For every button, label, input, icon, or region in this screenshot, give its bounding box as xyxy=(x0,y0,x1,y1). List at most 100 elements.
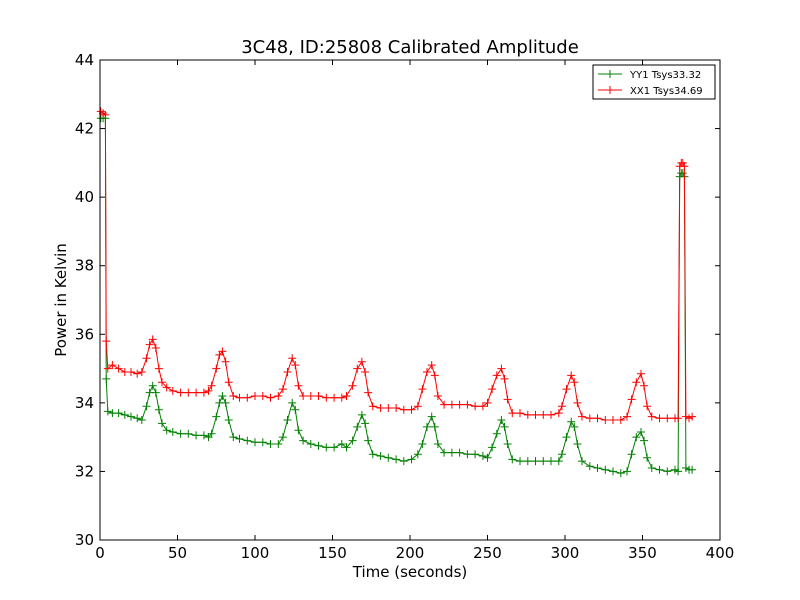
legend-marker xyxy=(606,70,614,78)
data-point xyxy=(567,371,576,380)
data-point xyxy=(407,455,416,464)
data-point xyxy=(492,429,501,438)
data-point xyxy=(108,361,117,370)
data-point xyxy=(291,405,300,414)
data-point xyxy=(353,422,362,431)
x-tick-label: 150 xyxy=(318,544,347,562)
data-point xyxy=(218,392,227,400)
data-point xyxy=(368,450,377,459)
data-point xyxy=(120,410,129,419)
y-tick-label: 32 xyxy=(75,462,94,480)
data-point xyxy=(601,416,610,424)
data-point xyxy=(288,354,297,363)
data-point xyxy=(148,335,157,344)
data-point xyxy=(570,378,579,387)
data-point xyxy=(562,433,571,442)
data-point xyxy=(547,457,555,466)
data-point xyxy=(235,393,244,402)
data-point xyxy=(96,107,105,116)
data-point xyxy=(623,412,631,421)
data-point xyxy=(353,364,362,373)
data-point xyxy=(557,402,566,411)
legend-label: YY1 Tsys33.32 xyxy=(629,70,701,81)
data-point xyxy=(447,448,456,457)
data-point xyxy=(647,464,656,472)
data-point xyxy=(640,436,648,445)
data-point xyxy=(570,422,579,431)
data-point xyxy=(643,453,652,462)
data-point xyxy=(632,433,641,442)
data-point xyxy=(678,158,687,167)
data-point xyxy=(258,438,267,447)
data-point xyxy=(357,410,366,419)
data-point xyxy=(192,388,201,397)
data-point xyxy=(623,467,631,476)
data-point xyxy=(337,440,346,448)
data-point xyxy=(294,381,303,390)
data-point xyxy=(154,405,163,414)
data-point xyxy=(133,414,142,423)
data-point xyxy=(207,429,216,438)
data-point xyxy=(204,386,213,395)
series-2 xyxy=(96,107,697,424)
data-point xyxy=(162,383,171,392)
data-point xyxy=(503,440,512,448)
y-tick-label: 38 xyxy=(75,257,94,275)
data-point xyxy=(655,414,664,423)
chart-title: 3C48, ID:25808 Calibrated Amplitude xyxy=(241,37,579,58)
data-point xyxy=(567,417,576,426)
data-point xyxy=(199,431,208,440)
legend: YY1 Tsys33.32 XX1 Tsys34.69 xyxy=(592,64,716,100)
data-point xyxy=(423,368,431,376)
data-point xyxy=(523,457,532,466)
y-axis-label: Power in Kelvin xyxy=(52,243,70,357)
data-point xyxy=(478,452,487,460)
data-point xyxy=(399,405,408,414)
x-axis: 0 50 100 150 200 250 300 350 400 xyxy=(95,60,734,562)
data-point xyxy=(554,409,563,418)
data-point xyxy=(278,433,287,442)
data-point xyxy=(158,419,166,428)
data-point xyxy=(497,416,506,424)
data-point xyxy=(508,409,517,418)
data-point xyxy=(114,364,123,373)
data-point xyxy=(674,414,683,423)
data-point xyxy=(471,402,480,411)
x-tick-label: 100 xyxy=(241,544,270,562)
data-point xyxy=(516,457,524,466)
data-point xyxy=(455,448,464,457)
data-point xyxy=(342,392,351,400)
data-point xyxy=(283,368,292,376)
data-point xyxy=(184,429,193,438)
data-point xyxy=(142,354,151,363)
data-point xyxy=(306,440,315,448)
data-point xyxy=(384,404,393,412)
data-point xyxy=(578,457,586,466)
data-point xyxy=(294,426,303,435)
data-point xyxy=(539,457,548,466)
data-point xyxy=(627,395,636,404)
data-point xyxy=(585,414,594,423)
data-point xyxy=(291,361,300,370)
data-point xyxy=(616,416,625,424)
x-tick-label: 250 xyxy=(473,544,502,562)
data-point xyxy=(218,347,227,356)
y-tick-label: 42 xyxy=(75,120,94,138)
data-point xyxy=(224,416,233,424)
data-point xyxy=(162,426,171,435)
data-point xyxy=(632,378,641,387)
data-point xyxy=(103,364,112,373)
data-point xyxy=(274,392,283,400)
data-point xyxy=(418,440,427,448)
data-point xyxy=(145,340,154,349)
data-point xyxy=(212,364,221,373)
data-point xyxy=(593,464,602,472)
data-point xyxy=(627,450,636,459)
data-point xyxy=(283,416,292,424)
data-point xyxy=(229,392,238,400)
data-point xyxy=(471,450,480,459)
data-point xyxy=(413,402,422,411)
data-point xyxy=(168,386,177,395)
data-point xyxy=(585,462,594,471)
